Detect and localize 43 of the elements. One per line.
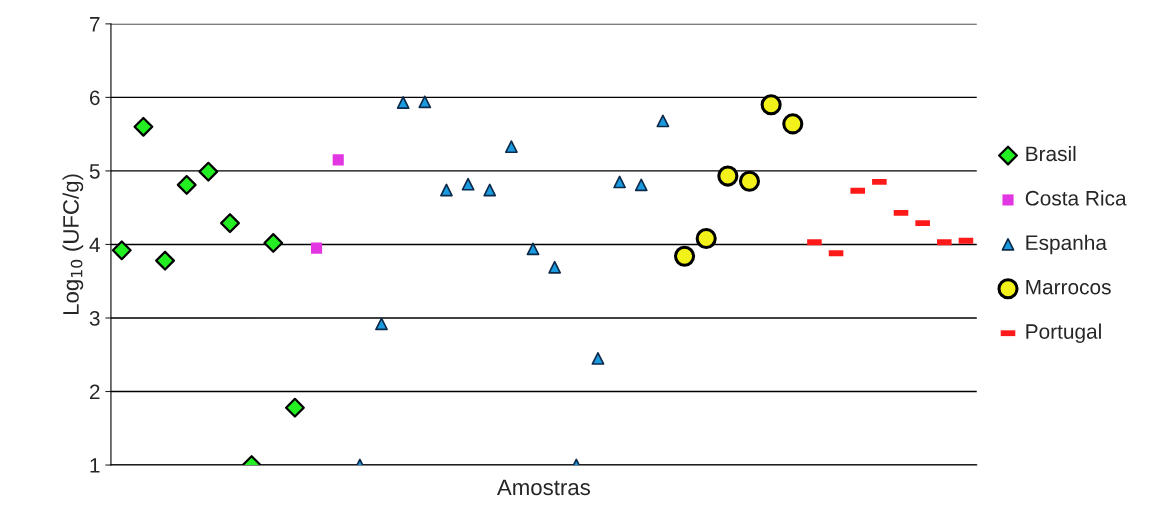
y-tick-label: 2 (89, 384, 100, 400)
point (760, 94, 782, 116)
legend-label: Marrocos (1026, 279, 1111, 295)
point (284, 397, 305, 418)
point (782, 113, 804, 135)
point (738, 170, 761, 192)
point (613, 175, 627, 189)
point (717, 165, 739, 187)
point (111, 240, 132, 261)
point (263, 233, 284, 253)
legend-label: Espanha (1026, 234, 1107, 255)
point (375, 317, 388, 331)
point (591, 352, 605, 365)
y-tick-label: 4 (89, 237, 100, 252)
point (176, 174, 197, 195)
legend-label: Portugal (1026, 323, 1101, 343)
y-tick-label: 7 (90, 17, 100, 32)
legend-label: Brasil (1026, 145, 1076, 162)
point (461, 177, 475, 191)
legend-label: Costa Rica (1025, 190, 1127, 206)
point (548, 260, 562, 274)
y-tick-label: 5 (89, 164, 100, 179)
point (311, 242, 323, 254)
point (133, 116, 154, 137)
y-axis-title: Log$_{10}$ (UFC/g) (62, 174, 84, 315)
point (155, 250, 176, 271)
y-tick-label: 6 (90, 90, 100, 106)
x-axis-title: Amostras (496, 479, 590, 496)
y-tick-label: 3 (89, 310, 100, 326)
point (526, 242, 540, 256)
point (396, 96, 410, 109)
point (198, 161, 219, 182)
point (695, 228, 717, 250)
point (220, 213, 240, 234)
point (332, 154, 344, 166)
point (483, 183, 497, 197)
point (673, 245, 696, 267)
point (440, 183, 453, 197)
point (418, 95, 432, 109)
point (634, 178, 648, 192)
point (656, 114, 670, 128)
point (504, 140, 518, 154)
y-tick-label: 1 (90, 458, 100, 473)
